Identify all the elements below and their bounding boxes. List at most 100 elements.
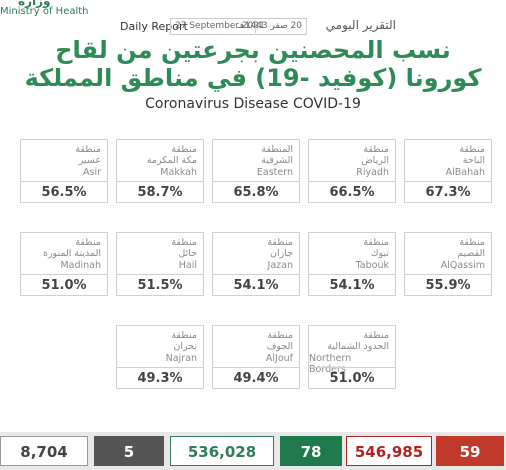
region-percent: 54.1% xyxy=(329,278,375,293)
region-label-ar: منطقة حائل xyxy=(171,237,197,259)
region-label-ar: منطقة تبوك xyxy=(363,237,389,259)
region-label-line: الجوف xyxy=(266,341,293,352)
region-name-en: Northern Borders xyxy=(309,353,352,375)
card-divider xyxy=(213,181,299,182)
stat-value: 5 xyxy=(94,436,164,466)
region-percent: 55.9% xyxy=(425,278,471,293)
region-name-en: AlJouf xyxy=(265,353,293,364)
region-label-line: حائل xyxy=(178,248,197,259)
region-label-ar: منطقة القصيم xyxy=(457,237,485,259)
region-label-line: القصيم xyxy=(457,248,485,259)
region-label-line: الرياض xyxy=(361,155,389,166)
region-name-en: Makkah xyxy=(160,167,197,178)
region-name-en: Riyadh xyxy=(356,167,389,178)
region-label-ar: منطقة المدينة المنورة xyxy=(43,237,101,259)
region-percent: 54.1% xyxy=(233,278,279,293)
region-label-ar: منطقة نجران xyxy=(171,330,197,352)
date-ar: 20 صفر 1443هـ xyxy=(237,21,302,31)
region-label-line: الحدود الشمالية xyxy=(327,341,389,352)
region-label-ar: منطقة الرياض xyxy=(361,144,389,166)
card-divider xyxy=(213,274,299,275)
region-card: منطقة مكة المكرمة Makkah 58.7% xyxy=(116,139,204,203)
region-label-line: منطقة xyxy=(267,330,293,341)
region-label-line: منطقة xyxy=(171,237,197,248)
date-en: 27 September 2021 xyxy=(175,21,265,31)
card-divider xyxy=(21,274,107,275)
card-divider xyxy=(117,367,203,368)
region-label-line: منطقة xyxy=(363,330,389,341)
region-percent: 49.3% xyxy=(137,371,183,386)
region-name-en: Asir xyxy=(83,167,101,178)
region-card: منطقة الجوف AlJouf 49.4% xyxy=(212,325,300,389)
card-divider xyxy=(405,181,491,182)
region-label-ar: منطقة الجوف xyxy=(267,330,293,352)
region-percent: 66.5% xyxy=(329,185,375,200)
card-divider xyxy=(117,274,203,275)
region-label-line: نجران xyxy=(173,341,197,352)
region-label-ar: المنطقة الشرقية xyxy=(261,144,293,166)
card-divider xyxy=(309,181,395,182)
card-divider xyxy=(21,181,107,182)
card-divider xyxy=(213,367,299,368)
region-label-line: تبوك xyxy=(370,248,389,259)
region-label-ar: منطقة عسير xyxy=(75,144,101,166)
region-card: منطقة نجران Najran 49.3% xyxy=(116,325,204,389)
report-ar: التقرير اليومي xyxy=(325,18,396,32)
title-line: كورونا (كوفيد -19) في مناطق المملكة xyxy=(24,64,482,92)
stat-value: 536,028 xyxy=(170,436,274,466)
region-label-ar: منطقة الحدود الشمالية xyxy=(327,330,389,352)
region-label-line: منطقة xyxy=(459,237,485,248)
region-percent: 51.5% xyxy=(137,278,183,293)
region-label-line: الشرقية xyxy=(261,155,293,166)
region-name-en: Madinah xyxy=(60,260,101,271)
region-card: منطقة المدينة المنورة Madinah 51.0% xyxy=(20,232,108,296)
region-percent: 51.0% xyxy=(329,371,375,386)
region-card: منطقة عسير Asir 56.5% xyxy=(20,139,108,203)
ministry-en: Ministry of Health xyxy=(0,6,89,17)
region-name-en: Najran xyxy=(165,353,197,364)
region-label-line: منطقة xyxy=(363,144,389,155)
region-card: منطقة حائل Hail 51.5% xyxy=(116,232,204,296)
region-percent: 51.0% xyxy=(41,278,87,293)
region-name-en: AlBahah xyxy=(445,167,485,178)
region-percent: 67.3% xyxy=(425,185,471,200)
region-card: منطقة جازان Jazan 54.1% xyxy=(212,232,300,296)
region-label-line: منطقة xyxy=(171,144,197,155)
region-label-ar: منطقة مكة المكرمة xyxy=(147,144,197,166)
region-label-line: منطقة xyxy=(75,144,101,155)
region-name-en: Tabouk xyxy=(355,260,389,271)
stat-value: 59 xyxy=(436,436,504,466)
stat-value: 8,704 xyxy=(0,436,88,466)
title-line: نسب المحصنين بجرعتين من لقاح xyxy=(55,36,451,64)
region-label-line: منطقة xyxy=(267,237,293,248)
region-label-line: منطقة xyxy=(75,237,101,248)
date-box: 27 September 2021 20 صفر 1443هـ xyxy=(170,18,307,35)
region-label-line: مكة المكرمة xyxy=(146,155,197,166)
region-label-line: منطقة xyxy=(363,237,389,248)
stat-value: 546,985 xyxy=(346,436,432,466)
region-percent: 56.5% xyxy=(41,185,87,200)
region-label-line: جازان xyxy=(270,248,293,259)
region-label-ar: منطقة الباحة xyxy=(459,144,485,166)
ministry-ar: وزارة xyxy=(18,0,51,8)
stat-value: 78 xyxy=(280,436,342,466)
region-card: منطقة تبوك Tabouk 54.1% xyxy=(308,232,396,296)
region-name-en: Eastern xyxy=(256,167,293,178)
region-label-line: عسير xyxy=(78,155,101,166)
region-label-line: المدينة المنورة xyxy=(42,248,101,259)
card-divider xyxy=(309,367,395,368)
region-card: منطقة الباحة AlBahah 67.3% xyxy=(404,139,492,203)
region-label-line: منطقة xyxy=(459,144,485,155)
region-card: منطقة القصيم AlQassim 55.9% xyxy=(404,232,492,296)
region-percent: 49.4% xyxy=(233,371,279,386)
region-card: منطقة الرياض Riyadh 66.5% xyxy=(308,139,396,203)
card-divider xyxy=(117,181,203,182)
region-card: المنطقة الشرقية Eastern 65.8% xyxy=(212,139,300,203)
card-divider xyxy=(309,274,395,275)
region-label-line: المنطقة xyxy=(261,144,293,155)
region-name-en: Jazan xyxy=(267,260,293,271)
region-name-en: Hail xyxy=(178,260,197,271)
region-label-line: الباحة xyxy=(462,155,485,166)
region-name-en: AlQassim xyxy=(440,260,485,271)
